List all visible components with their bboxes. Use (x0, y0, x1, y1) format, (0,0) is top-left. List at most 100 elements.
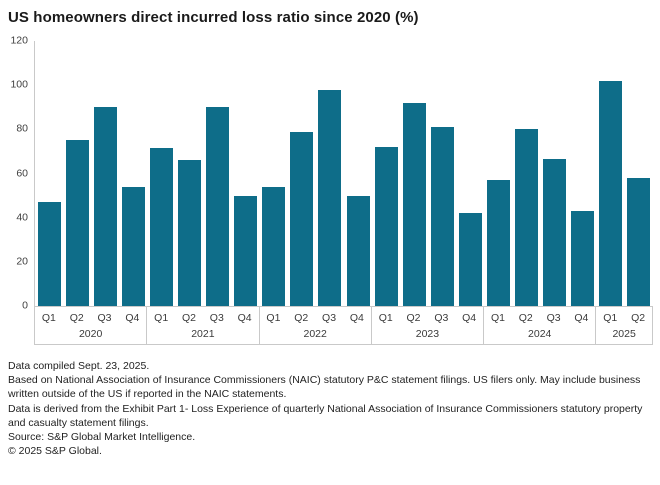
footnote-compiled: Data compiled Sept. 23, 2025. (8, 360, 150, 372)
bar-slot (597, 80, 625, 306)
bar-2020-Q1 (37, 202, 61, 306)
quarter-label-2021-Q2: Q2 (181, 312, 196, 324)
quarter-labels-row: Q1 Q2 (596, 310, 652, 324)
y-axis-tick-label: 80 (16, 122, 28, 135)
bar-2024-Q3 (543, 159, 567, 306)
bar-slot (541, 129, 569, 306)
year-group-2021 (147, 107, 259, 306)
footnote-derived: Data is derived from the Exhibit Part 1-… (8, 402, 643, 429)
bar-slot (456, 103, 484, 306)
y-axis-tick-label: 20 (16, 255, 28, 268)
x-axis-year-cell-2022: Q1 Q2 Q3 Q4 2022 (260, 307, 372, 344)
footnote-copyright: © 2025 S&P Global. (8, 445, 102, 458)
quarter-label-2022-Q1: Q1 (266, 312, 281, 324)
quarter-label-2021-Q1: Q1 (154, 312, 169, 324)
bar-2020-Q2 (65, 140, 89, 306)
bar-2020-Q3 (93, 107, 117, 306)
year-label-2023: 2023 (415, 328, 440, 340)
quarter-labels-row: Q1 Q2 Q3 Q4 (372, 310, 483, 324)
bar-2023-Q1 (374, 147, 398, 306)
year-group-2023 (372, 102, 484, 306)
bar-2021-Q4 (234, 195, 258, 306)
quarter-labels-row: Q1 Q2 Q3 Q4 (147, 310, 258, 324)
quarter-label-2025-Q1: Q1 (603, 312, 618, 324)
x-axis-year-cell-2025: Q1 Q2 2025 (596, 307, 652, 344)
y-axis-tick-label: 100 (10, 78, 28, 91)
quarter-label-2020-Q2: Q2 (69, 312, 84, 324)
footnotes: Data compiled Sept. 23, 2025. Based on N… (8, 359, 650, 458)
bar-slot (484, 129, 512, 306)
quarter-label-2024-Q1: Q1 (490, 312, 505, 324)
bar-slot (316, 89, 344, 306)
year-label-2024: 2024 (528, 328, 552, 340)
bar-slot (569, 129, 597, 306)
quarter-label-2024-Q4: Q4 (574, 312, 589, 324)
quarter-label-2024-Q3: Q3 (546, 312, 561, 324)
quarter-label-2023-Q3: Q3 (434, 312, 449, 324)
quarter-label-2022-Q2: Q2 (294, 312, 309, 324)
year-group-2020 (35, 107, 147, 306)
bar-2022-Q4 (346, 195, 370, 306)
bar-2024-Q4 (571, 211, 595, 306)
quarter-label-2020-Q1: Q1 (41, 312, 56, 324)
bar-2024-Q1 (486, 180, 510, 306)
chart-main: Q1 Q2 Q3 Q4 2020 Q1 Q2 Q3 Q4 2021 Q1 Q2 Q3 Q4 2022 Q1 Q2… (34, 41, 653, 345)
quarter-label-2022-Q4: Q4 (349, 312, 364, 324)
bar-slot (288, 90, 316, 306)
bar-2023-Q2 (402, 102, 426, 306)
bar-2023-Q3 (430, 127, 454, 306)
quarter-label-2020-Q4: Q4 (125, 312, 140, 324)
x-axis-year-cell-2024: Q1 Q2 Q3 Q4 2024 (484, 307, 597, 344)
bar-2024-Q2 (515, 129, 539, 306)
quarter-label-2025-Q2: Q2 (631, 312, 646, 324)
bar-2021-Q1 (149, 148, 173, 306)
year-group-2025 (597, 80, 653, 306)
bar-2021-Q2 (178, 160, 201, 306)
bar-slot (232, 107, 260, 306)
bar-2022-Q1 (262, 186, 286, 306)
bar-slot (428, 103, 456, 306)
footnote-source: Source: S&P Global Market Intelligence. (8, 431, 196, 444)
year-label-2022: 2022 (303, 328, 327, 340)
bar-slot (91, 107, 119, 306)
bar-slot (147, 107, 175, 306)
x-axis-year-cell-2021: Q1 Q2 Q3 Q4 2021 (147, 307, 260, 344)
bar-2025-Q2 (627, 177, 651, 306)
y-axis-tick-label: 40 (16, 211, 28, 224)
bar-slot (175, 107, 203, 306)
year-label-2021: 2021 (191, 328, 215, 340)
bar-slot (119, 107, 147, 306)
quarter-label-2023-Q4: Q4 (462, 312, 477, 324)
quarter-labels-row: Q1 Q2 Q3 Q4 (484, 310, 595, 324)
year-label-2020: 2020 (78, 328, 103, 340)
x-axis-year-cell-2023: Q1 Q2 Q3 Q4 2023 (372, 307, 485, 344)
bar-2025-Q1 (599, 80, 623, 306)
bar-slot (204, 107, 232, 306)
bar-slot (35, 107, 63, 306)
chart-title: US homeowners direct incurred loss ratio… (8, 9, 419, 26)
chart-area: 0 20 40 60 80 100 120 Q1 Q2 Q3 Q4 2020 Q1 Q2 Q3 Q4 2021… (4, 35, 653, 345)
bar-slot (63, 107, 91, 306)
bar-slot (400, 102, 428, 306)
x-axis-band: Q1 Q2 Q3 Q4 2020 Q1 Q2 Q3 Q4 2021 Q1 Q2 Q3 Q4 2022 Q1 Q2… (34, 307, 653, 345)
y-axis: 0 20 40 60 80 100 120 (4, 35, 34, 311)
quarter-label-2021-Q3: Q3 (209, 312, 224, 324)
year-label-2025: 2025 (612, 328, 636, 340)
bar-slot (372, 103, 400, 306)
plot-area (34, 41, 653, 307)
quarter-label-2021-Q4: Q4 (237, 312, 252, 324)
bar-2020-Q4 (121, 186, 145, 306)
quarter-label-2023-Q2: Q2 (406, 312, 421, 324)
y-axis-tick-label: 60 (16, 167, 28, 179)
quarter-label-2024-Q2: Q2 (518, 312, 533, 324)
x-axis-year-cell-2020: Q1 Q2 Q3 Q4 2020 (35, 307, 148, 344)
quarter-label-2022-Q3: Q3 (322, 312, 337, 324)
y-axis-tick-label: 120 (10, 34, 28, 47)
bar-slot (344, 90, 372, 306)
year-group-2022 (260, 89, 372, 306)
y-axis-tick-label: 0 (22, 299, 28, 312)
bar-slot (625, 81, 653, 306)
footnote-based-on: Based on National Association of Insuran… (8, 374, 641, 401)
bar-2021-Q3 (206, 107, 230, 306)
bar-slot (260, 90, 288, 306)
